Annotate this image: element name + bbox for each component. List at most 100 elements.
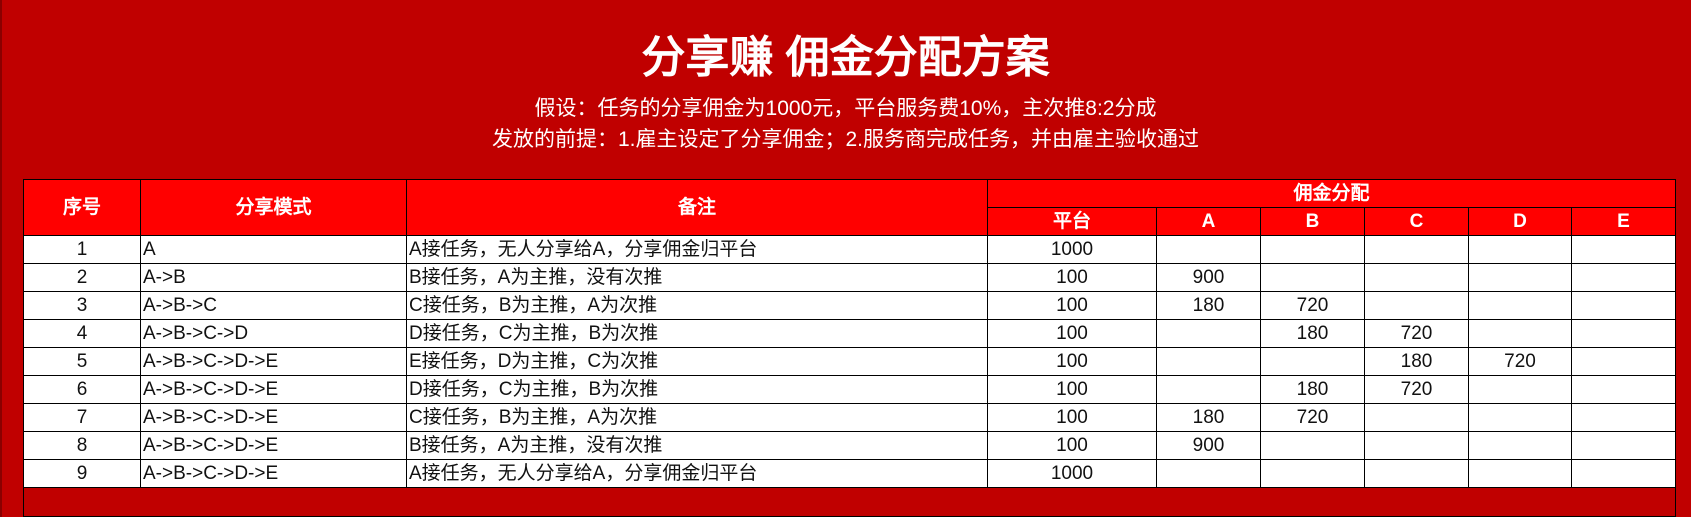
commission-b-cell[interactable] xyxy=(1260,431,1365,460)
commission-b-cell[interactable] xyxy=(1260,235,1365,264)
commission-e-cell[interactable] xyxy=(1570,263,1677,292)
note-cell[interactable]: A接任务，无人分享给A，分享佣金归平台 xyxy=(406,459,988,488)
mode-cell[interactable]: A->B->C->D->E xyxy=(140,375,407,404)
commission-c-cell[interactable]: 720 xyxy=(1364,375,1469,404)
mode-cell[interactable]: A->B->C->D->E xyxy=(140,459,407,488)
header-mode[interactable]: 分享模式 xyxy=(140,179,407,236)
table-row: 5 A->B->C->D->E E接任务，D为主推，C为次推 100 180 720 xyxy=(23,347,1677,376)
commission-c-cell[interactable] xyxy=(1364,403,1469,432)
commission-c-cell[interactable] xyxy=(1364,291,1469,320)
commission-platform-cell[interactable]: 100 xyxy=(987,347,1157,376)
index-cell[interactable]: 2 xyxy=(23,263,141,292)
commission-c-cell[interactable] xyxy=(1364,235,1469,264)
index-cell[interactable]: 6 xyxy=(23,375,141,404)
header-a[interactable]: A xyxy=(1156,207,1261,236)
commission-a-cell[interactable]: 180 xyxy=(1156,291,1261,320)
table-row: 7 A->B->C->D->E C接任务，B为主推，A为次推 100 180 720 xyxy=(23,403,1677,432)
commission-a-cell[interactable]: 900 xyxy=(1156,263,1261,292)
note-cell[interactable]: E接任务，D为主推，C为次推 xyxy=(406,347,988,376)
note-cell[interactable]: B接任务，A为主推，没有次推 xyxy=(406,431,988,460)
note-cell[interactable]: D接任务，C为主推，B为次推 xyxy=(406,375,988,404)
commission-platform-cell[interactable]: 1000 xyxy=(987,459,1157,488)
table-row: 9 A->B->C->D->E A接任务，无人分享给A，分享佣金归平台 1000 xyxy=(23,459,1677,488)
commission-e-cell[interactable] xyxy=(1570,235,1677,264)
commission-d-cell[interactable] xyxy=(1468,263,1572,292)
commission-c-cell[interactable]: 180 xyxy=(1364,347,1469,376)
header-note[interactable]: 备注 xyxy=(406,179,988,236)
mode-cell[interactable]: A->B->C xyxy=(140,291,407,320)
commission-d-cell[interactable] xyxy=(1468,403,1572,432)
commission-platform-cell[interactable]: 100 xyxy=(987,319,1157,348)
commission-e-cell[interactable] xyxy=(1570,431,1677,460)
commission-e-cell[interactable] xyxy=(1570,375,1677,404)
subtitle-assumption: 假设：任务的分享佣金为1000元，平台服务费10%，主次推8:2分成 xyxy=(534,97,1157,120)
commission-platform-cell[interactable]: 100 xyxy=(987,403,1157,432)
index-cell[interactable]: 9 xyxy=(23,459,141,488)
commission-d-cell[interactable] xyxy=(1468,375,1572,404)
table-row: 2 A->B B接任务，A为主推，没有次推 100 900 xyxy=(23,263,1677,292)
commission-a-cell[interactable] xyxy=(1156,347,1261,376)
commission-a-cell[interactable]: 180 xyxy=(1156,403,1261,432)
commission-e-cell[interactable] xyxy=(1570,291,1677,320)
commission-b-cell[interactable] xyxy=(1260,263,1365,292)
commission-platform-cell[interactable]: 100 xyxy=(987,291,1157,320)
mode-cell[interactable]: A->B->C->D xyxy=(140,319,407,348)
table-row: 8 A->B->C->D->E B接任务，A为主推，没有次推 100 900 xyxy=(23,431,1677,460)
index-cell[interactable]: 1 xyxy=(23,235,141,264)
commission-a-cell[interactable] xyxy=(1156,375,1261,404)
mode-cell[interactable]: A xyxy=(140,235,407,264)
mode-cell[interactable]: A->B->C->D->E xyxy=(140,347,407,376)
commission-c-cell[interactable] xyxy=(1364,431,1469,460)
commission-d-cell[interactable] xyxy=(1468,431,1572,460)
commission-b-cell[interactable]: 180 xyxy=(1260,319,1365,348)
footer-band xyxy=(22,487,1677,517)
commission-b-cell[interactable] xyxy=(1260,347,1365,376)
commission-d-cell[interactable]: 720 xyxy=(1468,347,1572,376)
index-cell[interactable]: 5 xyxy=(23,347,141,376)
commission-platform-cell[interactable]: 1000 xyxy=(987,235,1157,264)
mode-cell[interactable]: A->B->C->D->E xyxy=(140,403,407,432)
note-cell[interactable]: C接任务，B为主推，A为次推 xyxy=(406,403,988,432)
index-cell[interactable]: 3 xyxy=(23,291,141,320)
commission-d-cell[interactable] xyxy=(1468,291,1572,320)
header-d[interactable]: D xyxy=(1468,207,1572,236)
commission-e-cell[interactable] xyxy=(1570,403,1677,432)
note-cell[interactable]: B接任务，A为主推，没有次推 xyxy=(406,263,988,292)
commission-e-cell[interactable] xyxy=(1570,347,1677,376)
commission-d-cell[interactable] xyxy=(1468,319,1572,348)
header-platform[interactable]: 平台 xyxy=(987,207,1157,236)
commission-platform-cell[interactable]: 100 xyxy=(987,431,1157,460)
header-e[interactable]: E xyxy=(1570,207,1677,236)
mode-cell[interactable]: A->B->C->D->E xyxy=(140,431,407,460)
commission-d-cell[interactable] xyxy=(1468,235,1572,264)
commission-e-cell[interactable] xyxy=(1570,319,1677,348)
commission-c-cell[interactable] xyxy=(1364,263,1469,292)
index-cell[interactable]: 4 xyxy=(23,319,141,348)
commission-b-cell[interactable]: 720 xyxy=(1260,291,1365,320)
commission-c-cell[interactable]: 720 xyxy=(1364,319,1469,348)
header-b[interactable]: B xyxy=(1260,207,1365,236)
table-row: 1 A A接任务，无人分享给A，分享佣金归平台 1000 xyxy=(23,235,1677,264)
note-cell[interactable]: C接任务，B为主推，A为次推 xyxy=(406,291,988,320)
header-commission-group[interactable]: 佣金分配 xyxy=(986,179,1677,208)
commission-a-cell[interactable]: 900 xyxy=(1156,431,1261,460)
note-cell[interactable]: A接任务，无人分享给A，分享佣金归平台 xyxy=(406,235,988,264)
commission-b-cell[interactable] xyxy=(1260,459,1365,488)
header-c[interactable]: C xyxy=(1364,207,1469,236)
commission-d-cell[interactable] xyxy=(1468,459,1572,488)
commission-a-cell[interactable] xyxy=(1156,459,1261,488)
commission-platform-cell[interactable]: 100 xyxy=(987,263,1157,292)
header-index[interactable]: 序号 xyxy=(23,179,141,236)
commission-b-cell[interactable]: 180 xyxy=(1260,375,1365,404)
commission-a-cell[interactable] xyxy=(1156,235,1261,264)
mode-cell[interactable]: A->B xyxy=(140,263,407,292)
commission-e-cell[interactable] xyxy=(1570,459,1677,488)
commission-platform-cell[interactable]: 100 xyxy=(987,375,1157,404)
commission-c-cell[interactable] xyxy=(1364,459,1469,488)
note-cell[interactable]: D接任务，C为主推，B为次推 xyxy=(406,319,988,348)
commission-b-cell[interactable]: 720 xyxy=(1260,403,1365,432)
commission-a-cell[interactable] xyxy=(1156,319,1261,348)
index-cell[interactable]: 8 xyxy=(23,431,141,460)
sheet-left-border xyxy=(0,0,2,517)
index-cell[interactable]: 7 xyxy=(23,403,141,432)
